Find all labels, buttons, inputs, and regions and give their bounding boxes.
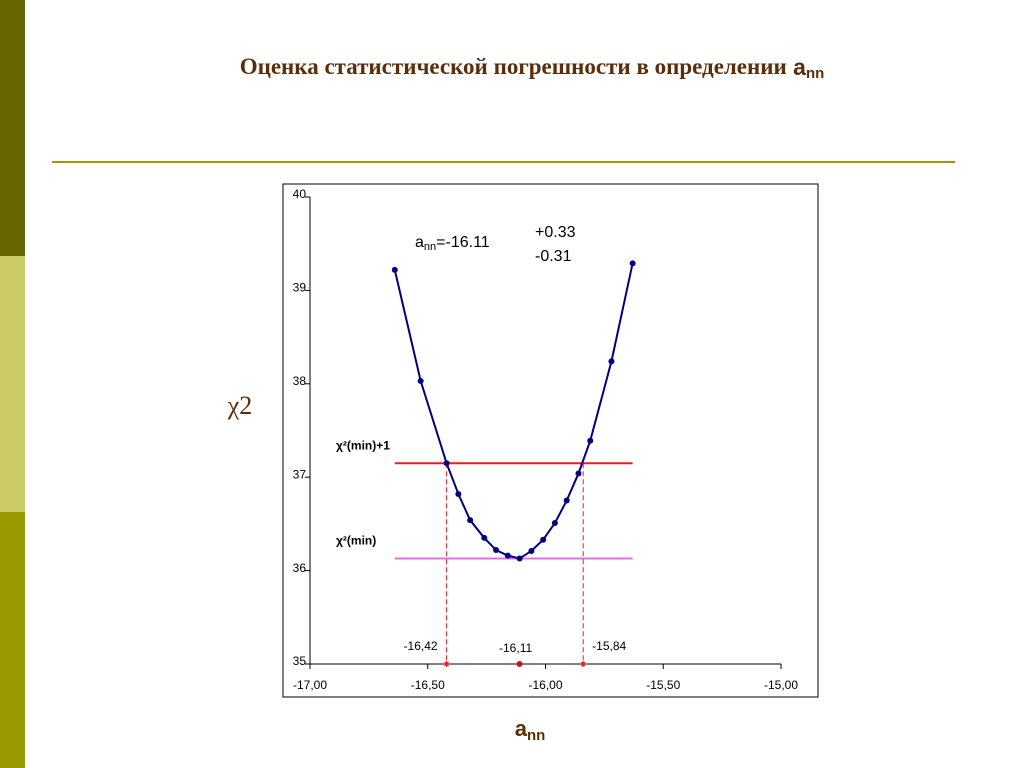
x-axis-symbol: a bbox=[515, 716, 528, 741]
side-stripe bbox=[0, 256, 25, 512]
slide-title: Оценка статистической погрешности в опре… bbox=[240, 54, 825, 82]
side-stripe bbox=[0, 0, 25, 256]
bound-label: -16,42 bbox=[404, 639, 438, 653]
data-point bbox=[467, 517, 474, 524]
x-tick-label: -17,00 bbox=[293, 678, 327, 692]
y-tick-label: 36 bbox=[293, 561, 307, 575]
x-tick-label: -16,50 bbox=[411, 678, 445, 692]
data-point bbox=[540, 536, 547, 543]
data-point bbox=[493, 547, 500, 554]
result-annotation: ann=-16.11 bbox=[415, 234, 490, 253]
data-point bbox=[391, 266, 398, 273]
title-text: Оценка статистической погрешности в опре… bbox=[240, 54, 787, 79]
data-point bbox=[516, 555, 523, 562]
y-axis-label: χ2 bbox=[227, 391, 253, 420]
y-tick-label: 37 bbox=[293, 467, 307, 481]
side-stripe bbox=[0, 512, 25, 768]
result-symbol: a bbox=[415, 234, 424, 251]
result-plus: +0.33 bbox=[535, 224, 576, 241]
x-tick-label: -15,50 bbox=[646, 678, 680, 692]
title-subscript: nn bbox=[806, 65, 824, 82]
data-point bbox=[481, 534, 488, 541]
x-axis-subscript: nn bbox=[527, 727, 545, 744]
x-axis-label: ann bbox=[515, 716, 546, 744]
data-point bbox=[455, 491, 462, 498]
x-tick-label: -15,00 bbox=[764, 678, 798, 692]
chart-frame bbox=[282, 183, 819, 698]
data-point bbox=[417, 377, 424, 384]
title-symbol: a bbox=[793, 54, 806, 80]
data-point bbox=[563, 497, 570, 504]
result-subscript: nn bbox=[424, 241, 436, 253]
y-tick-label: 39 bbox=[293, 281, 307, 295]
data-point bbox=[443, 460, 450, 467]
bound-label: -15,84 bbox=[592, 639, 626, 653]
y-tick-label: 35 bbox=[293, 654, 307, 668]
y-tick-label: 38 bbox=[293, 374, 307, 388]
data-point bbox=[504, 552, 511, 559]
x-tick-label: -16,00 bbox=[528, 678, 562, 692]
data-point bbox=[575, 470, 582, 477]
result-minus: -0.31 bbox=[535, 248, 572, 265]
estimate-label: -16,11 bbox=[499, 641, 532, 655]
reference-label: χ²(min) bbox=[336, 534, 376, 548]
reference-label: χ²(min)+1 bbox=[336, 438, 390, 452]
data-point bbox=[629, 260, 636, 267]
bound-marker bbox=[580, 661, 587, 667]
y-tick-label: 40 bbox=[293, 187, 307, 201]
data-point bbox=[528, 547, 535, 554]
data-point bbox=[551, 519, 558, 526]
data-point bbox=[587, 437, 594, 444]
estimate-marker bbox=[516, 661, 523, 667]
bound-marker bbox=[443, 661, 450, 667]
data-point bbox=[608, 358, 615, 365]
result-value: =-16.11 bbox=[436, 234, 490, 251]
